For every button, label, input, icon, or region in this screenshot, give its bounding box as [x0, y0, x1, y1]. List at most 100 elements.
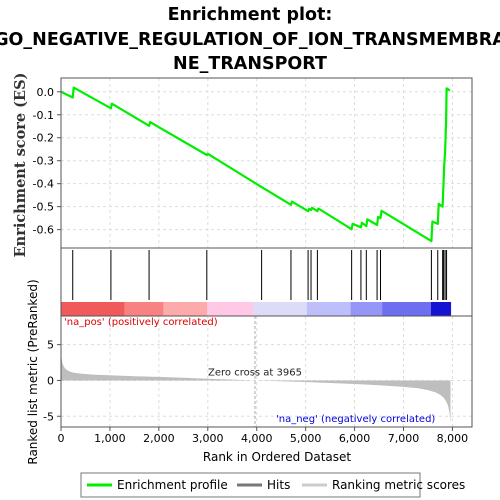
gradient-segment — [219, 302, 223, 316]
gradient-segment — [331, 302, 335, 316]
metric-tick-label: 5 — [47, 339, 54, 352]
es-tick-label: -0.5 — [33, 201, 54, 214]
gradient-segment — [392, 302, 396, 316]
gradient-segment — [382, 302, 386, 316]
gradient-segment — [265, 302, 269, 316]
gradient-segment — [233, 302, 237, 316]
gradient-segment — [367, 302, 371, 316]
gradient-segment — [216, 302, 220, 316]
gradient-segment — [207, 302, 211, 316]
gradient-segment — [377, 302, 381, 316]
gradient-segment — [187, 302, 191, 316]
x-tick-label: 6,000 — [339, 432, 371, 445]
zero-cross-label: Zero cross at 3965 — [208, 367, 302, 378]
gradient-segment — [141, 302, 145, 316]
gradient-segment — [294, 302, 298, 316]
ranking-gradient-bar — [61, 302, 452, 316]
chart-title-line-1: Enrichment plot: — [168, 5, 333, 25]
gradient-segment — [146, 302, 150, 316]
gradient-segment — [95, 302, 99, 316]
gradient-segment — [372, 302, 376, 316]
es-tick-label: 0.0 — [37, 86, 55, 99]
gradient-segment — [136, 302, 140, 316]
gradient-segment — [143, 302, 147, 316]
gradient-segment — [163, 302, 167, 316]
gradient-segment — [311, 302, 315, 316]
gradient-segment — [370, 302, 374, 316]
neg-correlated-label: 'na_neg' (negatively correlated) — [276, 414, 435, 425]
gradient-segment — [250, 302, 254, 316]
es-panel: 0.0 -0.1 -0.2 -0.3 -0.4 -0.5 -0.6 — [33, 77, 473, 249]
gradient-segment — [314, 302, 318, 316]
gradient-segment — [413, 302, 417, 316]
es-tick-label: -0.4 — [33, 178, 54, 191]
gradient-segment — [277, 302, 281, 316]
es-panel-background — [61, 78, 472, 248]
gradient-segment — [445, 302, 449, 316]
gradient-segment — [194, 302, 198, 316]
gradient-segment — [92, 302, 96, 316]
gradient-segment — [319, 302, 323, 316]
gradient-segment — [316, 302, 320, 316]
gradient-segment — [129, 302, 133, 316]
pos-correlated-label: 'na_pos' (positively correlated) — [64, 317, 218, 328]
gradient-segment — [245, 302, 250, 316]
gradient-segment — [272, 302, 276, 316]
metric-panel: Zero cross at 3965 'na_pos' (positively … — [43, 315, 473, 428]
gradient-segment — [379, 302, 383, 316]
gradient-segment — [80, 302, 84, 316]
gradient-segment — [126, 302, 130, 316]
gradient-segment — [284, 302, 288, 316]
hits-panel-background — [61, 248, 472, 302]
gradient-segment — [148, 302, 152, 316]
gradient-segment — [177, 302, 181, 316]
gradient-segment — [124, 302, 128, 316]
gradient-segment — [199, 302, 203, 316]
gradient-segment — [63, 302, 67, 316]
x-ticks: 0 1,000 2,000 3,000 4,000 5,000 6,000 7,000 8,00… — [58, 427, 468, 445]
gradient-segment — [116, 302, 121, 316]
gradient-segment — [104, 302, 108, 316]
gradient-segment — [68, 302, 72, 316]
chart-title-line-2: GO_NEGATIVE_REGULATION_OF_ION_TRANSMEMBR… — [0, 30, 500, 50]
metric-axis-label: Ranked list metric (PreRanked) — [26, 279, 40, 464]
gradient-segment — [214, 302, 218, 316]
metric-y-ticks: 5 0 -5 — [43, 339, 61, 423]
gradient-segment — [297, 302, 301, 316]
gradient-segment — [426, 302, 430, 316]
gradient-segment — [387, 302, 391, 316]
legend-hits-label: Hits — [267, 478, 290, 492]
metric-panel-frame — [60, 315, 473, 428]
gradient-segment — [114, 302, 118, 316]
gradient-segment — [209, 302, 213, 316]
gradient-segment — [409, 302, 413, 316]
x-tick-label: 0 — [58, 432, 65, 445]
legend: Enrichment profile Hits Ranking metric s… — [80, 472, 465, 498]
gradient-segment — [350, 302, 354, 316]
gradient-segment — [321, 302, 325, 316]
gradient-segment — [287, 302, 291, 316]
legend-metric-label: Ranking metric scores — [332, 478, 465, 492]
gradient-segment — [255, 302, 259, 316]
gradient-segment — [61, 302, 65, 316]
gradient-segment — [401, 302, 405, 316]
gradient-segment — [280, 302, 284, 316]
legend-profile-label: Enrichment profile — [117, 478, 228, 492]
gradient-segment — [263, 302, 267, 316]
gradient-segment — [258, 302, 262, 316]
gradient-segment — [138, 302, 142, 316]
gradient-segment — [82, 302, 86, 316]
es-y-ticks: 0.0 -0.1 -0.2 -0.3 -0.4 -0.5 -0.6 — [33, 86, 61, 237]
gradient-segment — [151, 302, 155, 316]
gradient-segment — [301, 302, 306, 316]
x-axis-label: Rank in Ordered Dataset — [203, 450, 351, 464]
gradient-segment — [396, 302, 400, 316]
gradient-segment — [221, 302, 225, 316]
gradient-segment — [362, 302, 366, 316]
chart-title-line-3: NE_TRANSPORT — [173, 54, 327, 74]
gradient-segment — [90, 302, 94, 316]
gradient-segment — [304, 302, 308, 316]
gradient-segment — [275, 302, 279, 316]
gradient-segment — [338, 302, 342, 316]
gradient-segment — [326, 302, 330, 316]
